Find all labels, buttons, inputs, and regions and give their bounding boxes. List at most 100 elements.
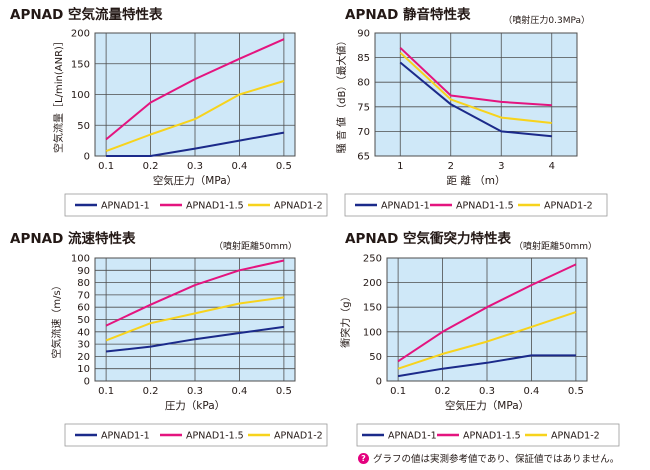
y-axis-label: 空気流速（m/s） [50, 280, 63, 358]
x-tick-label: 0.3 [479, 386, 495, 397]
series-line-apnad1-2 [105, 80, 285, 153]
x-axis-label: 圧力（kPa） [165, 399, 225, 412]
series-line-apnad1-2 [105, 296, 285, 342]
legend-box [64, 193, 328, 217]
x-tick-label: 1 [397, 161, 403, 172]
y-tick-label: 50 [77, 121, 90, 132]
footnote: ? グラフの値は実測参考値であり、保証値ではありません。 [358, 451, 619, 465]
y-tick-label: 70 [357, 127, 370, 138]
y-tick-label: 100 [363, 327, 382, 338]
legend-label: APNAD1-1 [388, 431, 437, 442]
x-axis-label: 距 離 （m） [447, 174, 506, 187]
plot-frame [94, 32, 296, 157]
y-tick-label: 75 [357, 102, 370, 113]
legend-label: APNAD1-1.5 [456, 201, 514, 212]
legend-label: APNAD1-2 [274, 201, 323, 212]
chart-title: APNAD 空気流量特性表 [10, 6, 163, 23]
y-tick-label: 250 [363, 254, 382, 265]
x-tick-label: 0.2 [143, 161, 159, 172]
chart-note: （噴射距離50mm） [214, 240, 297, 252]
y-tick-label: 200 [363, 278, 382, 289]
chart-2: APNAD 静音特性表 （噴射圧力0.3MPa） 65 70 75 80 85 90 1 2 3 4 距… [335, 6, 608, 217]
y-axis-label: 衝突力（g） [339, 291, 352, 347]
legend-label: APNAD1-2 [274, 431, 323, 442]
legend-box [344, 193, 608, 217]
legend-label: APNAD1-1.5 [186, 201, 244, 212]
x-tick-label: 0.5 [276, 386, 292, 397]
y-tick-label: 90 [357, 29, 370, 40]
x-tick-label: 0.1 [98, 161, 114, 172]
y-tick-label: 100 [71, 90, 90, 101]
legend-box [64, 423, 328, 447]
info-icon: ? [358, 452, 369, 464]
y-tick-label: 100 [71, 254, 90, 265]
legend-label: APNAD1-1.5 [186, 431, 244, 442]
chart-note: （噴射距離50mm） [514, 240, 597, 252]
x-tick-label: 4 [549, 161, 555, 172]
y-axis-label: 騒 音 値 （dB）（最大値） [335, 36, 348, 154]
y-tick-label: 50 [77, 315, 90, 326]
x-tick-label: 2 [448, 161, 454, 172]
y-tick-label: 80 [357, 78, 370, 89]
x-tick-label: 0.5 [276, 161, 292, 172]
x-tick-label: 0.3 [187, 386, 203, 397]
x-tick-label: 0.2 [435, 386, 451, 397]
legend-label: APNAD1-1 [381, 201, 430, 212]
y-tick-label: 90 [77, 266, 90, 277]
x-tick-label: 3 [498, 161, 504, 172]
series-line-apnad1-1-5 [397, 263, 577, 363]
chart-note: （噴射圧力0.3MPa） [503, 14, 590, 26]
chart-4: APNAD 空気衝突力特性表 （噴射距離50mm） 0 50 100 150 200 250 0… [339, 230, 620, 447]
legend-label: APNAD1-1 [101, 431, 150, 442]
series-line-apnad1-1 [397, 354, 576, 378]
x-tick-label: 0.1 [390, 386, 406, 397]
y-tick-label: 65 [357, 152, 370, 163]
y-tick-label: 0 [376, 377, 382, 388]
x-tick-label: 0.4 [231, 386, 247, 397]
x-axis-label: 空気圧力（MPa） [445, 399, 529, 412]
footnote-text: グラフの値は実測参考値であり、保証値ではありません。 [373, 454, 620, 465]
x-tick-label: 0.5 [568, 386, 584, 397]
x-tick-label: 0.4 [231, 161, 247, 172]
y-tick-label: 70 [77, 290, 90, 301]
y-tick-label: 150 [363, 303, 382, 314]
y-tick-label: 30 [77, 340, 90, 351]
y-tick-label: 10 [77, 364, 90, 375]
y-tick-label: 0 [84, 152, 90, 163]
series-line-apnad1-1 [106, 131, 285, 157]
y-tick-label: 80 [77, 278, 90, 289]
y-axis-label: 空気流量［L/min(ANR)］ [52, 36, 65, 153]
series-line-apnad1-2 [399, 51, 552, 124]
chart-1: APNAD 空気流量特性表 0 50 100 150 200 0.1 0.2 0.3 0.4 0.5… [10, 6, 328, 217]
series-line-apnad1-1-5 [105, 259, 285, 327]
series-line-apnad1-1-5 [105, 38, 285, 141]
y-tick-label: 60 [77, 303, 90, 314]
legend-box [356, 423, 620, 447]
plot-frame [386, 257, 588, 382]
legend-label: APNAD1-2 [544, 201, 593, 212]
x-tick-label: 0.3 [187, 161, 203, 172]
y-tick-label: 200 [71, 29, 90, 40]
chart-title: APNAD 空気衝突力特性表 [345, 230, 511, 247]
series-line-apnad1-1 [399, 61, 552, 138]
legend-label: APNAD1-2 [551, 431, 600, 442]
y-tick-label: 40 [77, 327, 90, 338]
series-line-apnad1-1 [105, 325, 285, 353]
plot-frame [94, 257, 296, 382]
x-tick-label: 0.4 [523, 386, 539, 397]
plot-frame [374, 32, 578, 157]
chart-title: APNAD 静音特性表 [345, 6, 471, 23]
x-tick-label: 0.2 [143, 386, 159, 397]
chart-title: APNAD 流速特性表 [10, 230, 136, 247]
y-tick-label: 20 [77, 352, 90, 363]
x-axis-label: 空気圧力（MPa） [153, 174, 237, 187]
y-tick-label: 50 [369, 352, 382, 363]
legend-label: APNAD1-1 [101, 201, 150, 212]
y-tick-label: 150 [71, 59, 90, 70]
x-tick-label: 0.1 [98, 386, 114, 397]
series-line-apnad1-2 [397, 311, 577, 370]
series-line-apnad1-1-5 [399, 47, 552, 107]
y-tick-label: 0 [84, 377, 90, 388]
